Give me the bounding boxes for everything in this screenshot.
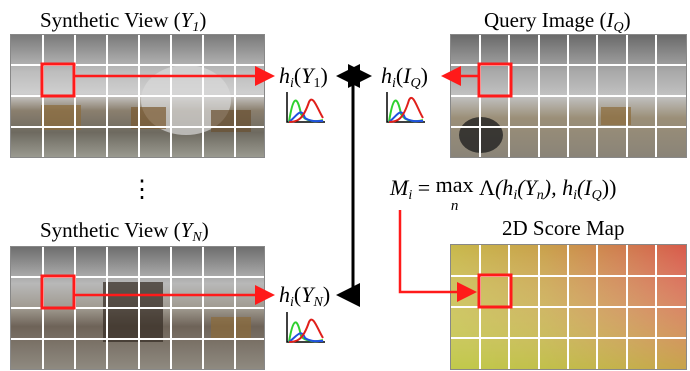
synthetic-view-1-image <box>10 34 265 158</box>
patch-highlight-score <box>477 273 513 309</box>
synthetic-view-1-title: Synthetic View (Y1) <box>40 8 207 35</box>
mini-histogram-y1 <box>286 92 325 123</box>
hist-label-yn: hi(YN) <box>279 282 331 311</box>
synthetic-view-1-grid <box>11 35 264 157</box>
arrow-formula-to-score <box>398 210 477 302</box>
hist-label-y1: hi(Y1) <box>279 63 328 92</box>
synthetic-view-n-title: Synthetic View (YN) <box>40 218 209 245</box>
mini-histogram-iq <box>386 92 425 123</box>
query-image-title: Query Image (IQ) <box>484 8 631 35</box>
score-map-title: 2D Score Map <box>502 216 625 240</box>
synthetic-view-n-grid <box>11 247 264 369</box>
hist-label-iq: hi(IQ) <box>381 63 428 92</box>
patch-highlight-iq <box>477 62 513 98</box>
score-formula: Mi = max n Λ(hi(Yn), hi(IQ)) <box>390 172 617 215</box>
ellipsis: ⋮ <box>130 177 154 203</box>
patch-highlight-y1 <box>40 62 76 98</box>
patch-highlight-yn <box>40 274 76 310</box>
mini-histogram-yn <box>286 312 325 343</box>
